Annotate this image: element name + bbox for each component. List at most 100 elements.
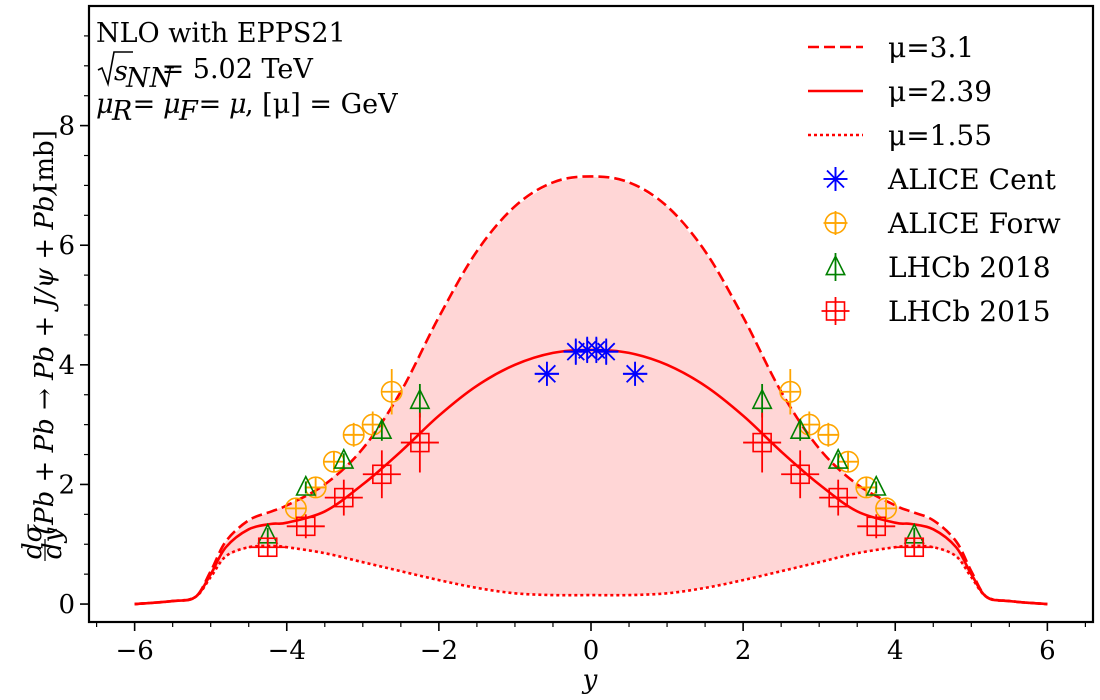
annotation-r-sub: R (111, 96, 132, 127)
marker-triangle (295, 474, 317, 496)
x-tick-label: −6 (115, 636, 153, 666)
x-tick-label: 6 (1039, 636, 1056, 666)
marker-square (790, 464, 810, 485)
annotation-s: s (114, 56, 128, 87)
marker-square (866, 516, 887, 537)
legend-item: LHCb 2018 (825, 251, 1051, 284)
data-point (284, 497, 307, 520)
data-point (779, 369, 802, 415)
data-point (409, 383, 431, 418)
y-tick-label: 4 (58, 351, 75, 381)
data-point (563, 338, 588, 365)
legend-label: LHCb 2018 (888, 251, 1051, 284)
legend-label: ALICE Cent (887, 163, 1057, 196)
marker-square (372, 464, 392, 485)
legend-label: LHCb 2015 (888, 295, 1051, 328)
data-point (781, 450, 820, 499)
data-point (817, 422, 840, 447)
x-tick-label: −2 (420, 636, 458, 666)
y-axis-label: dσ dy (Pb + Pb → Pb + J/ψ + Pb) [mb] (18, 130, 68, 561)
data-point (362, 450, 401, 499)
marker-stroke (826, 169, 845, 189)
marker-square (752, 432, 772, 453)
legend-label: ALICE Forw (887, 207, 1061, 240)
annotation-block: NLO with EPPS21 s NN = 5.02 TeV μ R = μ … (96, 18, 398, 127)
marker-stroke (625, 364, 645, 383)
y-label-fraction-den: dy (38, 527, 68, 559)
data-point (324, 479, 363, 516)
annotation-mu: μ (229, 89, 247, 120)
x-tick-label: −4 (268, 636, 306, 666)
data-point (743, 412, 782, 473)
data-point (286, 514, 325, 539)
series-line-1 (134, 175, 1048, 606)
marker-stroke (597, 342, 616, 361)
marker-square (295, 516, 316, 537)
data-point (622, 361, 648, 386)
annotation-unit: , [μ] = GeV (245, 89, 398, 120)
marker-triangle (333, 447, 355, 469)
annotation-line-2: s NN = 5.02 TeV (97, 51, 313, 94)
data-series-lhcb-2015 (248, 412, 934, 558)
legend-label: μ=2.39 (888, 75, 992, 108)
data-point (827, 447, 849, 469)
annotation-eq1: = (124, 89, 164, 120)
data-point (380, 369, 403, 415)
annotation-energy: = 5.02 TeV (153, 54, 313, 85)
data-point (371, 418, 393, 441)
y-tick-label: 0 (58, 590, 75, 620)
annotation-f-sub: F (178, 96, 199, 127)
legend-label: μ=1.55 (888, 119, 992, 152)
marker-triangle (409, 388, 431, 410)
marker-square (334, 487, 354, 508)
data-point (333, 447, 355, 469)
marker-triangle (789, 418, 811, 439)
data-point (875, 497, 898, 520)
marker-square (825, 301, 846, 321)
data-point (295, 474, 317, 496)
data-point (594, 338, 619, 365)
x-axis-label: y (582, 665, 598, 695)
marker-triangle (865, 474, 887, 496)
data-point (534, 361, 560, 386)
legend-label: μ=3.1 (888, 31, 974, 64)
marker-triangle (827, 447, 849, 469)
marker-square (904, 537, 925, 558)
legend-item: μ=3.1 (808, 31, 974, 64)
data-point (857, 514, 896, 539)
data-series-alice-cent (534, 336, 648, 386)
marker-triangle (751, 388, 773, 410)
marker-stroke (537, 364, 557, 383)
data-point (865, 474, 887, 496)
data-series-lhcb-2018 (257, 383, 925, 544)
marker-square (828, 487, 848, 508)
x-tick-label: 4 (887, 636, 904, 666)
sqrt-sign-icon (97, 51, 133, 87)
annotation-mu-r: μ (96, 89, 114, 120)
legend-item: ALICE Forw (823, 207, 1061, 240)
data-point (342, 422, 365, 447)
y-tick-label: 6 (58, 231, 75, 261)
legend-item: ALICE Cent (823, 163, 1057, 196)
annotation-line-3: μ R = μ F = μ , [μ] = GeV (96, 89, 398, 127)
data-point (751, 383, 773, 418)
annotation-line-1: NLO with EPPS21 (96, 18, 346, 49)
marker-triangle (371, 418, 393, 439)
y-tick-label: 2 (58, 470, 75, 500)
annotation-nn: NN (125, 63, 175, 94)
legend-item: LHCb 2015 (821, 295, 1051, 328)
x-tick-label: 0 (583, 636, 600, 666)
y-label-process: (Pb + Pb → Pb + J/ψ + Pb) (30, 185, 60, 535)
data-point (400, 412, 439, 473)
marker-square (257, 537, 278, 558)
x-tick-label: 2 (735, 636, 752, 666)
marker-stroke (566, 342, 585, 361)
data-point (789, 418, 811, 441)
data-point (819, 479, 858, 516)
data-point (248, 537, 287, 558)
annotation-mu-f: μ (163, 89, 181, 120)
legend-item: μ=2.39 (808, 75, 992, 108)
y-label-fraction-num: dσ (18, 523, 48, 559)
annotation-eq2: = (190, 89, 230, 120)
